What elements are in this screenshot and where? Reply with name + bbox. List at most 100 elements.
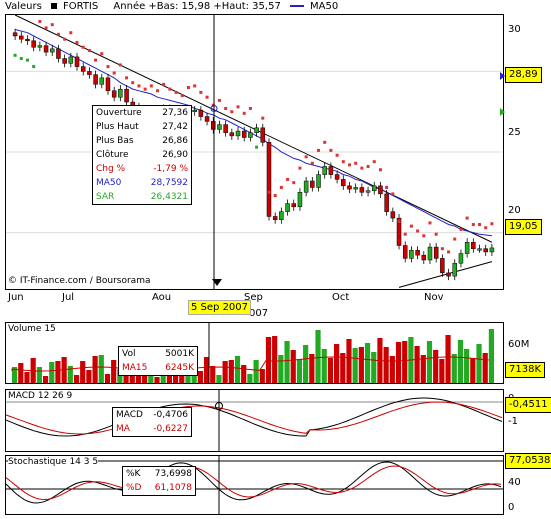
sar-dot — [199, 90, 203, 94]
sar-dot — [217, 98, 221, 102]
sar-dot — [310, 161, 314, 165]
cursor-date: 5 Sep 2007 — [188, 300, 252, 315]
candle-body — [471, 242, 476, 249]
volume-pane[interactable]: Volume 15 — [5, 322, 504, 384]
volume-info-box: Vol 5001K MA15 6245K — [118, 346, 198, 376]
sar-dot — [329, 148, 333, 152]
y-tick-20: 20 — [508, 205, 521, 216]
volume-bar — [402, 341, 408, 383]
volume-bar — [210, 366, 216, 383]
candle-body — [341, 179, 346, 187]
price-chart[interactable] — [6, 15, 503, 289]
sar-dot — [471, 223, 475, 227]
volume-bar — [290, 350, 296, 383]
candle-body — [390, 211, 396, 219]
volume-bar — [476, 344, 482, 383]
chart-credit: © IT-Finance.com / Boursorama — [8, 276, 151, 286]
sar-dot — [459, 227, 463, 231]
volume-bar — [55, 361, 61, 383]
last-price-tag: 19,05 — [505, 219, 542, 235]
volume-bar — [154, 377, 160, 383]
info-row-low: Plus Bas 26,86 — [96, 136, 188, 146]
sar-dot — [273, 194, 277, 198]
sar-dot — [478, 223, 482, 227]
volume-title: Volume 15 — [8, 324, 56, 334]
sar-dot — [378, 168, 382, 172]
candle-body — [74, 56, 80, 67]
sar-dot — [391, 192, 395, 196]
sar-dot — [447, 250, 451, 254]
sar-dot — [323, 140, 327, 144]
price-pane[interactable] — [5, 14, 504, 290]
stoch-pane[interactable]: Stochastique 14 3 5 — [5, 455, 504, 515]
sar-dot — [242, 111, 246, 115]
volume-bar — [272, 336, 278, 383]
sar-dot — [267, 190, 271, 194]
sar-dot — [347, 163, 351, 167]
volume-bar — [80, 361, 86, 383]
sar-dot — [440, 247, 444, 251]
candle-body — [37, 45, 43, 48]
candle-body — [316, 174, 321, 188]
candle-body — [415, 250, 420, 256]
stoch-y-tick-0: 0 — [508, 502, 515, 513]
stoch-tag: 77,0538 — [505, 453, 551, 469]
candle-body — [365, 190, 371, 193]
volume-bar — [352, 348, 358, 383]
sar-dot — [403, 232, 407, 236]
sar-dot — [168, 87, 172, 91]
macd-y-tick-1: -1 — [508, 416, 518, 427]
ma50-price-tag: 28,89 — [505, 67, 542, 83]
sar-dot — [385, 185, 389, 189]
sar-dot — [422, 234, 426, 238]
x-tick-jun: Jun — [8, 292, 24, 303]
ma50-legend: MA50 — [310, 1, 339, 12]
candle-body — [217, 124, 222, 130]
macd-pane[interactable]: MACD 12 26 9 — [5, 389, 504, 452]
sar-dot — [317, 148, 321, 152]
sar-dot — [137, 84, 141, 88]
volume-bar — [358, 347, 364, 383]
volume-bar — [482, 353, 488, 383]
volume-bar — [420, 355, 426, 383]
valeurs-label: Valeurs — [5, 1, 42, 12]
sar-dot — [255, 145, 259, 149]
chart-header: Valeurs FORTIS Année +Bas: 15,98 +Haut: … — [5, 0, 502, 13]
volume-bar — [321, 349, 327, 383]
volume-bar — [98, 355, 104, 383]
candle-body — [347, 185, 352, 190]
info-row-ma50: MA50 28,7592 — [96, 178, 188, 188]
candle-body — [328, 166, 334, 175]
ma50-marker-icon — [500, 72, 505, 80]
sar-dot — [38, 19, 42, 23]
sar-dot — [125, 76, 129, 80]
candle-body — [260, 127, 266, 143]
candle-body — [291, 203, 296, 208]
volume-bar — [389, 356, 395, 383]
sar-dot — [50, 23, 54, 27]
ma50-line — [14, 29, 492, 237]
volume-bar — [36, 367, 42, 383]
volume-bar — [203, 357, 210, 383]
volume-bar — [92, 356, 98, 383]
candle-body — [409, 250, 414, 259]
volume-bar — [67, 366, 73, 383]
candle-body — [248, 132, 253, 138]
stoch-title: Stochastique 14 3 5 — [8, 457, 99, 467]
candle-body — [384, 193, 389, 212]
candle-body — [396, 217, 402, 246]
candle-body — [223, 124, 228, 133]
volume-bar — [464, 349, 470, 383]
volume-chart[interactable] — [6, 323, 503, 383]
macd-chart[interactable] — [6, 390, 503, 451]
macd-title: MACD 12 26 9 — [8, 391, 73, 401]
cursor-triangle-icon — [212, 279, 222, 286]
x-tick-jul: Jul — [62, 292, 75, 303]
sar-dot — [32, 65, 36, 69]
sar-dot — [335, 153, 339, 157]
stock-name: FORTIS — [62, 1, 99, 12]
sar-dot — [360, 166, 364, 170]
candle-body — [421, 254, 427, 261]
sar-dot — [118, 63, 122, 67]
volume-bar — [371, 352, 377, 383]
